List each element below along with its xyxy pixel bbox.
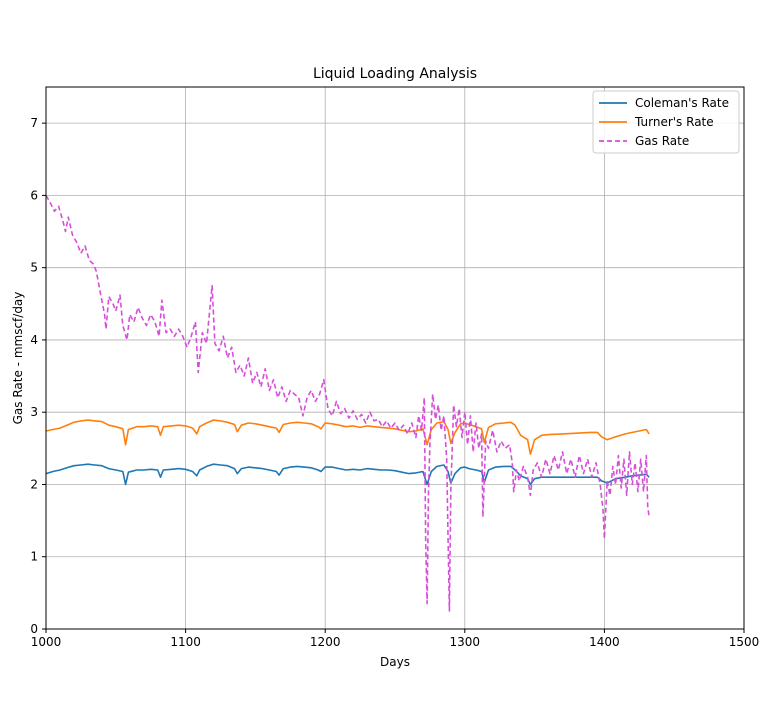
y-tick-label: 7 <box>30 116 38 130</box>
plot-frame <box>45 86 745 630</box>
x-tick-label: 1300 <box>450 635 481 649</box>
legend: Coleman's Rate Turner's Rate Gas Rate <box>592 90 740 154</box>
series-line-turner-s-rate <box>45 419 650 455</box>
ticks: 1000 1100 1200 1300 1400 1500 0 1 2 3 4 5 6 7 <box>30 116 759 649</box>
x-tick-label: 1500 <box>729 635 760 649</box>
y-tick-label: 2 <box>30 477 38 491</box>
chart-title: Liquid Loading Analysis <box>313 66 477 82</box>
x-tick-label: 1400 <box>589 635 620 649</box>
x-axis-label: Days <box>380 655 410 669</box>
legend-box <box>592 90 740 154</box>
y-tick-label: 1 <box>30 550 38 564</box>
y-tick-label: 4 <box>30 333 38 347</box>
legend-label: Coleman's Rate <box>635 96 729 110</box>
y-tick-label: 3 <box>30 405 38 419</box>
series-layer <box>45 194 650 612</box>
x-tick-label: 1100 <box>170 635 201 649</box>
legend-label: Turner's Rate <box>634 115 714 129</box>
y-tick-label: 0 <box>30 622 38 636</box>
y-axis-label: Gas Rate - mmscf/day <box>11 292 25 425</box>
x-tick-label: 1000 <box>31 635 62 649</box>
series-line-gas-rate <box>45 194 650 612</box>
legend-label: Gas Rate <box>635 134 689 148</box>
y-tick-label: 6 <box>30 188 38 202</box>
x-tick-label: 1200 <box>310 635 341 649</box>
y-tick-label: 5 <box>30 261 38 275</box>
grid <box>45 87 745 630</box>
